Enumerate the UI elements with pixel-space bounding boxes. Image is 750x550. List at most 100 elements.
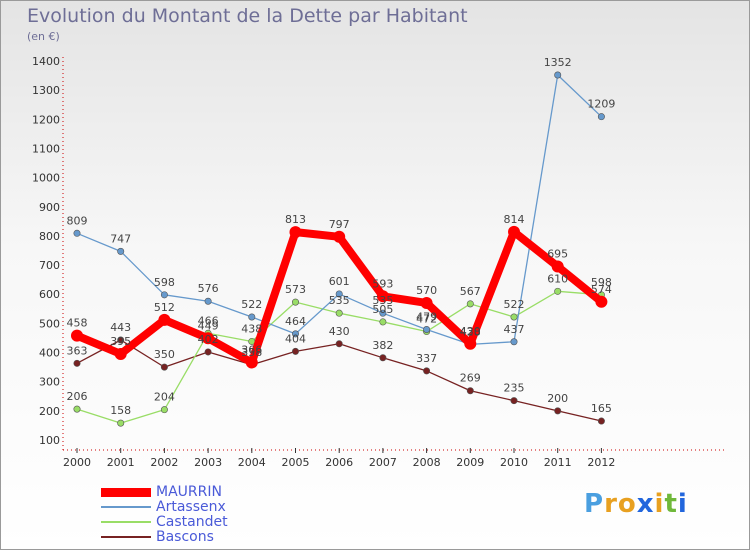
data-label-maurrin: 797 xyxy=(329,218,350,231)
data-point-bascons xyxy=(466,387,474,395)
data-label-artassenx: 598 xyxy=(154,276,175,289)
series-layer xyxy=(71,71,608,427)
data-label-artassenx: 428 xyxy=(460,325,481,338)
data-label-bascons: 443 xyxy=(110,321,131,334)
data-label-castandet: 573 xyxy=(285,283,306,296)
data-label-castandet: 610 xyxy=(547,272,568,285)
data-label-bascons: 165 xyxy=(591,402,612,415)
data-point-maurrin xyxy=(595,295,608,308)
y-tick-label: 1200 xyxy=(32,113,60,126)
data-point-bascons xyxy=(291,347,299,355)
data-point-castandet xyxy=(510,313,518,321)
data-point-artassenx xyxy=(117,247,125,255)
legend-label: Artassenx xyxy=(156,499,226,515)
data-point-bascons xyxy=(597,417,605,425)
data-point-castandet xyxy=(379,318,387,326)
data-label-bascons: 402 xyxy=(198,333,219,346)
data-labels-layer: 458 395 512 449 366 813 797 593 570 430 814 695 574 8… xyxy=(67,56,616,417)
logo-letter: P xyxy=(584,489,605,519)
data-point-artassenx xyxy=(379,309,387,317)
data-point-castandet xyxy=(291,298,299,306)
data-label-bascons: 358 xyxy=(241,346,262,359)
data-point-castandet xyxy=(554,287,562,295)
data-point-maurrin xyxy=(71,329,83,342)
data-point-maurrin xyxy=(202,332,215,345)
data-label-maurrin: 430 xyxy=(460,325,481,338)
data-point-bascons xyxy=(73,359,81,367)
logo-letter: r xyxy=(604,489,618,519)
y-tick-label: 200 xyxy=(39,405,60,418)
data-label-maurrin: 814 xyxy=(504,213,525,226)
legend-label: Castandet xyxy=(156,514,228,530)
logo-letter: o xyxy=(617,489,637,519)
data-point-castandet xyxy=(335,309,343,317)
data-point-maurrin xyxy=(420,296,433,309)
data-label-maurrin: 512 xyxy=(154,301,175,314)
data-label-artassenx: 809 xyxy=(67,214,88,227)
data-label-maurrin: 813 xyxy=(285,213,306,226)
y-tick-label: 500 xyxy=(39,317,60,330)
legend-swatch xyxy=(101,506,151,508)
y-tick-label: 100 xyxy=(39,434,60,447)
data-point-bascons xyxy=(379,354,387,362)
x-tick-label: 2004 xyxy=(238,456,266,469)
data-point-bascons xyxy=(204,348,212,356)
data-point-maurrin xyxy=(376,290,389,303)
logo-letter: i xyxy=(677,489,688,519)
data-label-castandet: 522 xyxy=(504,298,525,311)
data-label-maurrin: 366 xyxy=(241,343,262,356)
logo-letter: i xyxy=(654,489,665,519)
data-point-artassenx xyxy=(597,113,605,121)
x-tick-label: 2001 xyxy=(107,456,135,469)
x-tick-label: 2006 xyxy=(325,456,353,469)
x-tick-label: 2007 xyxy=(369,456,397,469)
data-point-bascons xyxy=(117,336,125,344)
data-label-artassenx: 464 xyxy=(285,315,306,328)
data-point-bascons xyxy=(554,407,562,415)
data-point-castandet xyxy=(466,300,474,308)
legend-label: MAURRIN xyxy=(156,484,222,500)
y-tick-label: 1400 xyxy=(32,55,60,68)
y-tick-label: 1100 xyxy=(32,142,60,155)
data-label-maurrin: 458 xyxy=(67,317,88,330)
data-point-artassenx xyxy=(554,71,562,79)
data-point-bascons xyxy=(335,340,343,348)
y-tick-label: 700 xyxy=(39,259,60,272)
data-label-artassenx: 1209 xyxy=(587,98,615,111)
data-label-castandet: 505 xyxy=(372,303,393,316)
data-point-artassenx xyxy=(248,313,256,321)
data-point-maurrin xyxy=(551,260,564,273)
x-tick-label: 2002 xyxy=(150,456,178,469)
x-tick-label: 2000 xyxy=(63,456,91,469)
data-label-castandet: 158 xyxy=(110,404,131,417)
y-tick-label: 1000 xyxy=(32,172,60,185)
data-point-castandet xyxy=(73,405,81,413)
x-tick-label: 2010 xyxy=(500,456,528,469)
logo-letter: t xyxy=(664,489,678,519)
data-label-artassenx: 535 xyxy=(372,294,393,307)
data-point-castandet xyxy=(117,419,125,427)
data-point-artassenx xyxy=(73,229,81,237)
y-tick-label: 800 xyxy=(39,230,60,243)
logo-letter: x xyxy=(636,489,655,519)
x-tick-label: 2011 xyxy=(544,456,572,469)
chart-axes: 100 200 300 400 500 600 700 800 900 1000 1100 1200 1… xyxy=(32,55,727,469)
data-label-maurrin: 593 xyxy=(372,277,393,290)
data-label-castandet: 567 xyxy=(460,285,481,298)
data-point-maurrin xyxy=(289,226,302,239)
x-tick-label: 2005 xyxy=(282,456,310,469)
x-tick-label: 2009 xyxy=(456,456,484,469)
data-point-maurrin xyxy=(158,313,171,326)
y-tick-label: 900 xyxy=(39,201,60,214)
proxiti-logo: Proxiti xyxy=(584,489,688,519)
data-label-artassenx: 1352 xyxy=(544,56,572,69)
data-point-artassenx xyxy=(335,290,343,298)
y-tick-label: 300 xyxy=(39,376,60,389)
data-label-castandet: 204 xyxy=(154,391,175,404)
data-label-castandet: 598 xyxy=(591,276,612,289)
legend-label: Bascons xyxy=(156,529,214,545)
data-label-maurrin: 449 xyxy=(198,319,219,332)
data-point-maurrin xyxy=(333,230,346,243)
